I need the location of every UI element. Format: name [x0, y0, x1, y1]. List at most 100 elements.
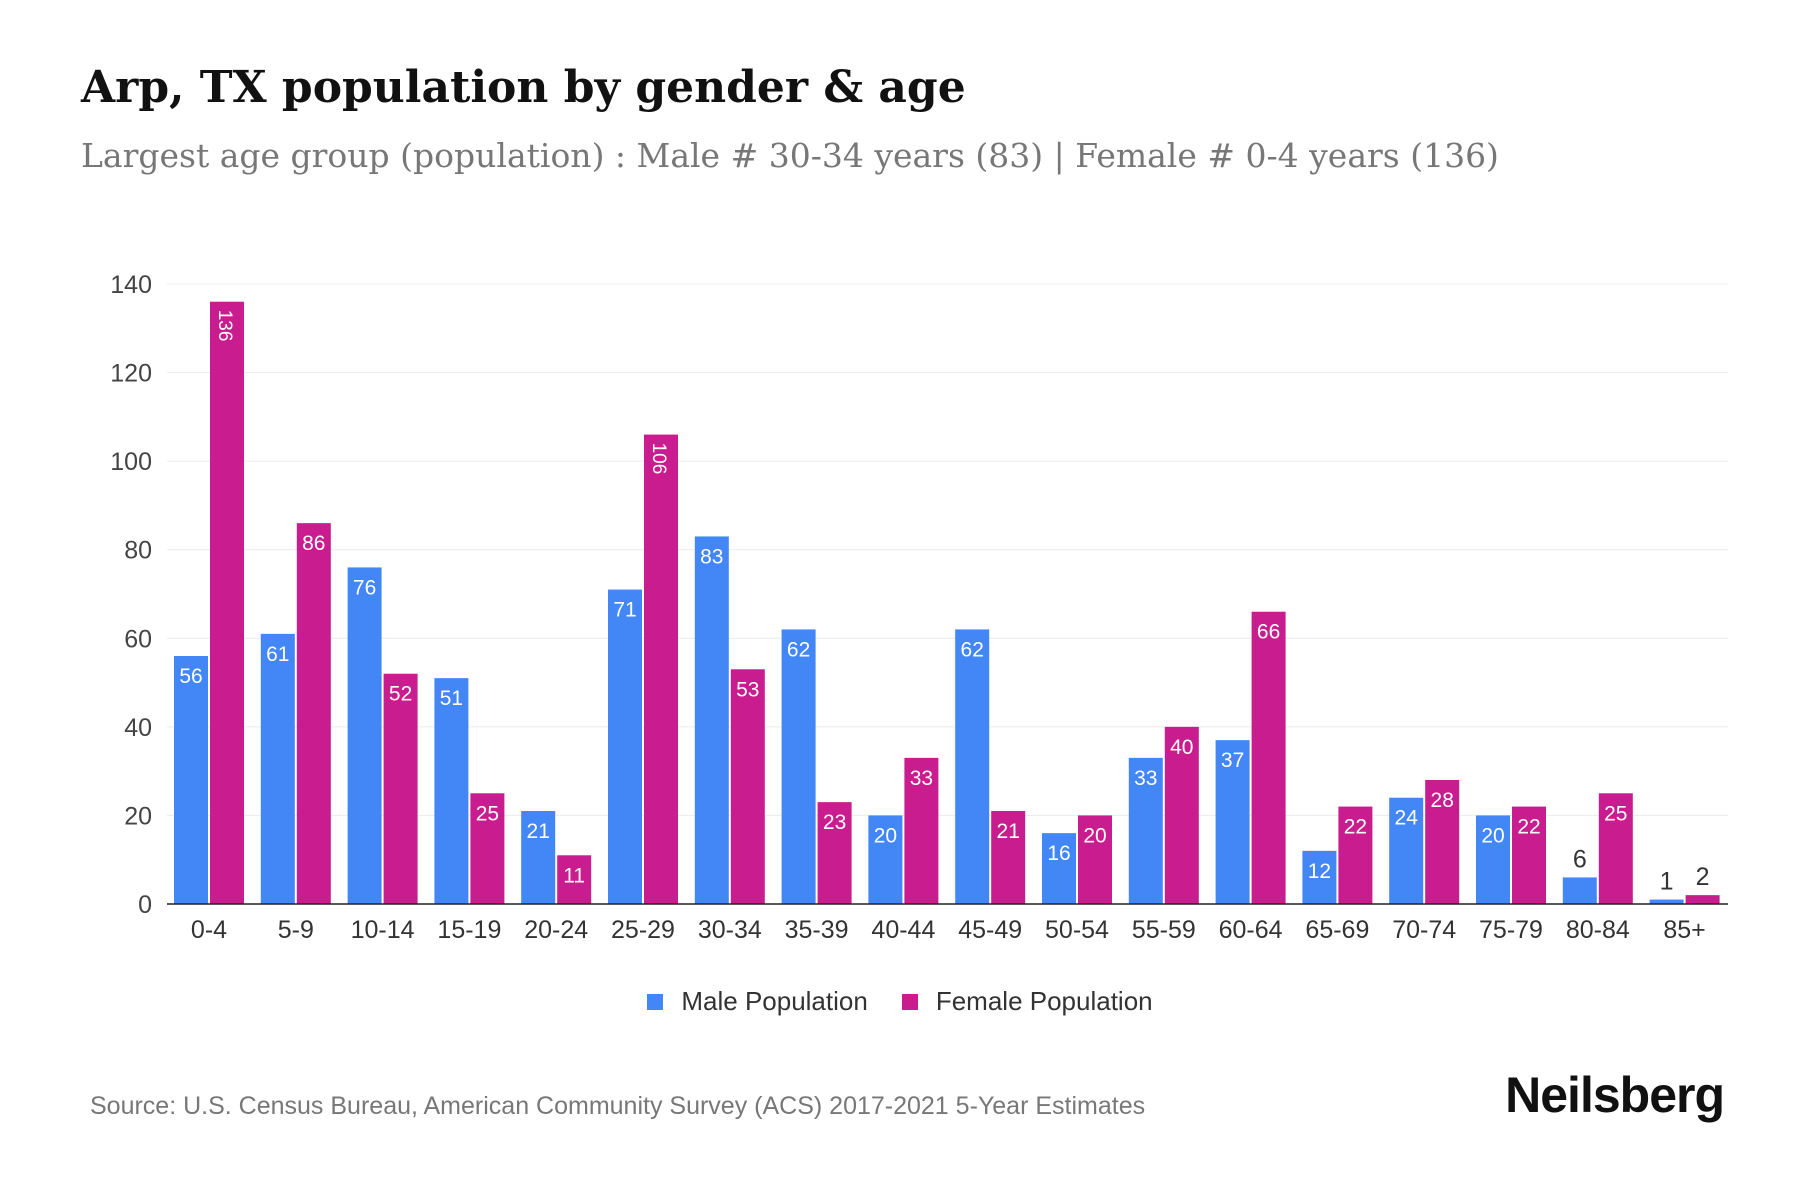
data-label: 16 [1047, 842, 1070, 865]
y-tick-label: 60 [124, 625, 152, 653]
data-label: 25 [476, 802, 499, 825]
bar-male [1562, 877, 1597, 904]
data-label: 22 [1517, 816, 1540, 839]
data-label: 136 [214, 310, 235, 342]
legend-item-female: Female Population [901, 986, 1153, 1017]
x-tick-label: 20-24 [524, 916, 588, 944]
x-tick-label: 50-54 [1045, 916, 1109, 944]
data-label: 1 [1660, 868, 1674, 896]
legend-label-male: Male Population [681, 986, 868, 1016]
data-label: 23 [823, 811, 846, 834]
y-tick-label: 100 [110, 448, 152, 476]
bar-male [1389, 797, 1424, 904]
data-label: 56 [179, 665, 202, 688]
data-label: 51 [440, 687, 463, 710]
x-tick-label: 75-79 [1479, 916, 1543, 944]
data-label: 6 [1573, 845, 1587, 873]
bar-chart: 020406080100120140561360-461865-9765210-… [110, 271, 1728, 944]
chart-title: Arp, TX population by gender & age [81, 62, 966, 113]
data-label: 28 [1431, 789, 1454, 812]
bar-male [1042, 833, 1076, 904]
source-note: Source: U.S. Census Bureau, American Com… [90, 1092, 1146, 1120]
bar-male [1476, 815, 1510, 904]
x-tick-label: 5-9 [278, 916, 314, 944]
y-tick-label: 20 [124, 802, 152, 830]
bar-male [1215, 740, 1250, 904]
data-label: 76 [353, 576, 376, 599]
bar-female [904, 757, 939, 904]
chart-subtitle: Largest age group (population) : Male # … [81, 136, 1499, 175]
bar-female [1251, 611, 1286, 904]
bar-male [1128, 757, 1163, 904]
x-tick-label: 80-84 [1566, 916, 1630, 944]
bar-male [868, 815, 903, 904]
y-tick-label: 40 [124, 714, 152, 742]
x-tick-label: 65-69 [1305, 916, 1369, 944]
bar-female [1338, 806, 1373, 904]
bar-female [296, 523, 331, 904]
data-label: 40 [1170, 736, 1193, 759]
bar-female [1164, 726, 1199, 904]
bar-female [470, 793, 505, 904]
data-label: 20 [1083, 824, 1106, 847]
data-label: 20 [874, 824, 897, 847]
x-tick-label: 25-29 [611, 916, 675, 944]
data-label: 21 [997, 820, 1020, 843]
bar-male [434, 678, 469, 904]
legend-label-female: Female Population [935, 986, 1153, 1016]
x-tick-label: 55-59 [1132, 916, 1196, 944]
x-tick-label: 70-74 [1392, 916, 1456, 944]
data-label: 2 [1696, 863, 1710, 891]
bar-female [210, 301, 244, 904]
bar-female [1078, 815, 1112, 904]
data-label: 62 [787, 638, 810, 661]
bar-male [521, 811, 556, 904]
bar-male [781, 629, 816, 904]
data-label: 53 [736, 678, 759, 701]
bar-female [1685, 895, 1720, 904]
bar-female [1425, 780, 1460, 904]
x-tick-label: 10-14 [351, 916, 415, 944]
y-tick-label: 80 [124, 537, 152, 565]
x-tick-label: 35-39 [785, 916, 849, 944]
data-label: 106 [648, 443, 669, 475]
data-label: 33 [1134, 767, 1157, 790]
data-label: 25 [1604, 802, 1627, 825]
data-label: 20 [1481, 824, 1504, 847]
x-tick-label: 45-49 [958, 916, 1022, 944]
legend-swatch-female [901, 993, 918, 1010]
data-label: 11 [563, 864, 585, 887]
neilsberg-logo: Neilsberg [1505, 1067, 1725, 1123]
x-tick-label: 85+ [1663, 916, 1705, 944]
data-label: 12 [1308, 860, 1331, 883]
data-label: 33 [910, 767, 933, 790]
data-label: 62 [961, 638, 984, 661]
data-label: 52 [389, 683, 412, 706]
bar-male [347, 567, 382, 904]
bar-female [730, 669, 765, 904]
bar-female [991, 811, 1026, 904]
bar-male [955, 629, 990, 904]
bar-female [1512, 806, 1546, 904]
bar-female [1598, 793, 1633, 904]
bar-female [817, 802, 852, 904]
y-tick-label: 140 [110, 271, 152, 299]
bar-male [608, 589, 642, 904]
data-label: 37 [1221, 749, 1244, 772]
legend-swatch-male [647, 993, 664, 1010]
data-label: 24 [1395, 807, 1419, 830]
y-tick-label: 0 [138, 891, 152, 919]
bar-male [260, 633, 295, 904]
bar-female [383, 673, 418, 904]
data-label: 71 [613, 599, 636, 622]
x-tick-label: 15-19 [437, 916, 501, 944]
data-label: 86 [302, 532, 325, 555]
y-tick-label: 120 [110, 360, 152, 388]
x-tick-label: 40-44 [871, 916, 935, 944]
x-tick-label: 0-4 [191, 916, 227, 944]
x-tick-label: 60-64 [1219, 916, 1283, 944]
data-label: 22 [1344, 816, 1367, 839]
bar-female [557, 855, 592, 904]
data-label: 61 [266, 643, 289, 666]
data-label: 21 [527, 820, 550, 843]
